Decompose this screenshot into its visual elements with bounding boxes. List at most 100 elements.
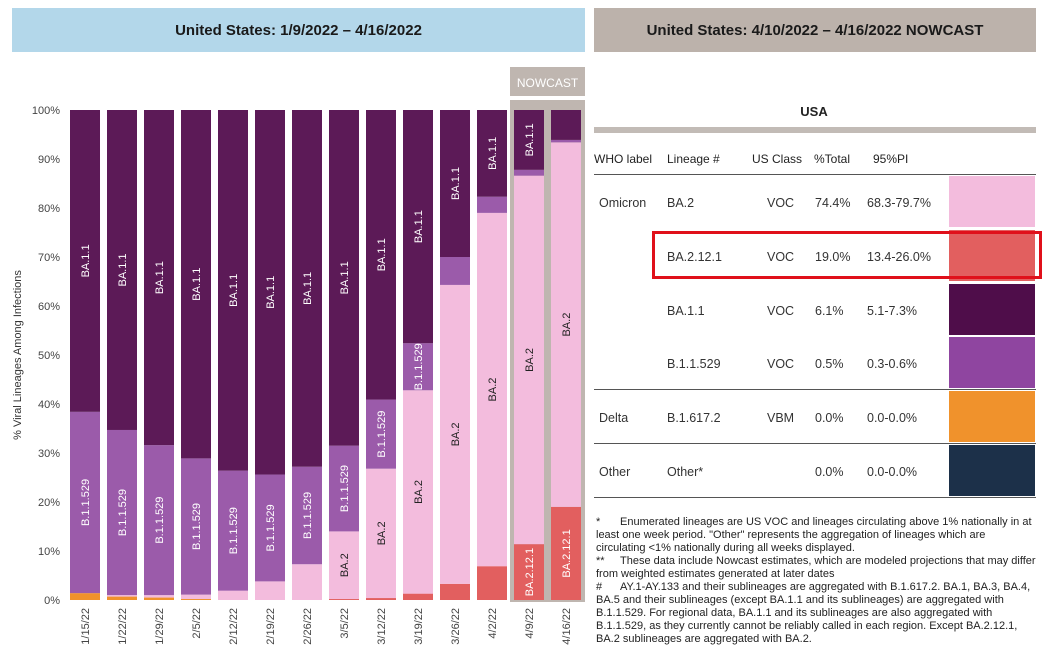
col-header-who: WHO label [594,152,653,166]
bar-segment [551,506,581,600]
bar-segment-label: B.1.1.529 [339,465,351,512]
bar-segment [329,531,359,600]
nowcast-tag [510,67,585,96]
table-divider [594,443,1036,444]
bar-segment [107,110,137,430]
bar-segment [181,110,211,459]
bar-segment-label: BA.2 [376,521,388,545]
footnotes: * Enumerated lineages are US VOC and line… [596,516,1036,646]
cell-us-class: VBM [767,411,795,425]
bar-segment [403,390,433,594]
bar-segment [255,581,285,600]
bar-segment-label: BA.1.1 [191,268,203,301]
bar-segment [218,110,248,471]
bar-segment-label: BA.2 [450,422,462,446]
bar-segment-label: BA.1.1 [265,276,277,309]
color-swatch [949,391,1035,442]
bar-segment-label: B.1.1.529 [265,504,277,551]
y-tick-label: 90% [38,154,60,166]
bar-segment-label: BA.1.1 [413,210,425,243]
bar-segment [181,599,211,600]
cell-lineage: BA.1.1 [667,304,705,318]
bar-segment [181,594,211,600]
cell-percent-total: 6.1% [815,304,844,318]
bar-segment [366,110,396,400]
bar-segment [477,212,507,567]
bar-segment-label: BA.1.1 [117,253,129,286]
table-title-rule [594,127,1036,133]
left-panel-header: United States: 1/9/2022 – 4/16/2022 [12,8,585,52]
table-divider [594,497,1036,498]
table-divider [594,174,1036,175]
bar-segment-label: BA.2 [524,348,536,372]
bar-segment [514,175,544,545]
cell-pi: 13.4-26.0% [867,250,931,264]
y-tick-label: 0% [44,595,60,607]
bar-segment [255,474,285,582]
bar-segment-label: BA.1.1 [339,261,351,294]
x-tick-label: 1/22/22 [117,608,129,645]
bar-segment-label: B.1.1.529 [302,492,314,539]
col-header-pi: 95%PI [873,152,909,166]
footnote: ** These data include Nowcast estimates, … [596,555,1036,580]
bar-segment [70,110,100,412]
y-tick-label: 60% [38,301,60,313]
cell-pi: 0.0-0.0% [867,465,918,479]
cell-lineage: B.1.1.529 [667,357,721,371]
cell-percent-total: 0.5% [815,357,844,371]
cell-lineage: BA.2.12.1 [667,250,722,264]
bar-segment [366,468,396,599]
x-tick-label: 3/5/22 [339,608,351,639]
bar-segment [440,257,470,285]
bar-segment [70,593,100,600]
cell-pi: 68.3-79.7% [867,196,931,210]
cell-us-class: VOC [767,196,795,210]
cell-pi: 0.0-0.0% [867,411,918,425]
color-swatch [949,230,1035,281]
color-swatch [949,284,1035,335]
bar-segment [403,593,433,600]
bar-segment [477,566,507,600]
col-header-class: US Class [752,152,803,166]
bar-segment [144,595,174,598]
x-tick-label: 3/12/22 [376,608,388,645]
bar-segment [329,599,359,600]
bar-segment [403,343,433,391]
bar-segment [551,142,581,507]
y-tick-label: 30% [38,448,60,460]
cell-lineage: Other* [667,465,704,479]
bar-segment [107,595,137,597]
y-tick-label: 100% [32,105,60,117]
bar-segment [181,458,211,595]
bar-segment [514,544,544,600]
bar-segment-label: B.1.1.529 [80,479,92,526]
table-title: USA [800,104,828,119]
color-swatch [949,337,1035,388]
bar-segment-label: BA.2.12.1 [561,529,573,577]
bar-segment [551,139,581,143]
cell-us-class: VOC [767,304,795,318]
cell-percent-total: 19.0% [815,250,851,264]
bar-segment [292,466,322,565]
bar-segment [477,110,507,197]
x-tick-label: 2/12/22 [228,608,240,645]
bar-segment [551,110,581,140]
footnote: # AY.1-AY.133 and their sublineages are a… [596,581,1031,645]
bar-segment-label: BA.2 [339,553,351,577]
bar-segment [144,110,174,446]
bar-segment-label: B.1.1.529 [376,411,388,458]
cell-who-label: Omicron [599,196,647,210]
bar-segment-label: B.1.1.529 [228,507,240,554]
bar-segment-label: BA.1.1 [487,137,499,170]
x-tick-label: 2/5/22 [191,608,203,639]
bar-segment [292,564,322,600]
bar-segment-label: BA.1.1 [228,274,240,307]
bar-segment [218,470,248,591]
x-tick-label: 2/26/22 [302,608,314,645]
cell-pi: 0.3-0.6% [867,357,918,371]
bar-segment [440,284,470,584]
cell-lineage: BA.2 [667,196,695,210]
lineage-proportion-chart: 0% 10% 20% 30% 40% 50% 60% 70% 80% 90% 100% % Viral… [12,67,585,645]
highlight-box-ba2121 [652,231,1042,279]
bar-segment [329,110,359,446]
